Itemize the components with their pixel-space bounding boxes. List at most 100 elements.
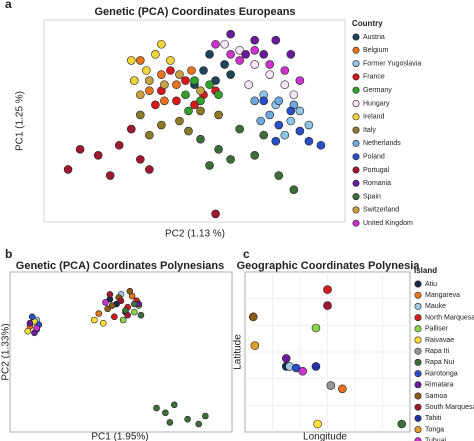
- point: [289, 90, 299, 100]
- point: [250, 45, 259, 55]
- point: [196, 86, 205, 95]
- point: [108, 302, 116, 309]
- legend-marker: [414, 291, 422, 299]
- point: [295, 126, 305, 136]
- legend-marker: [414, 325, 422, 333]
- point: [235, 124, 244, 134]
- legend-marker: [414, 358, 422, 366]
- legend-title: Island: [414, 266, 437, 275]
- point: [280, 66, 290, 75]
- point: [397, 419, 407, 429]
- point: [316, 140, 326, 150]
- point: [117, 297, 125, 305]
- point: [166, 419, 174, 426]
- point: [126, 56, 136, 65]
- point: [162, 409, 169, 417]
- point: [248, 312, 258, 322]
- point: [211, 76, 220, 85]
- point: [187, 66, 196, 75]
- point: [323, 285, 332, 294]
- point: [93, 151, 103, 160]
- point: [119, 316, 127, 324]
- point: [259, 96, 269, 106]
- legend-label: Portugal: [363, 167, 390, 174]
- point: [295, 106, 305, 116]
- legend-label: Italy: [363, 127, 376, 134]
- point: [145, 76, 154, 85]
- y-axis-label: PC2 (1.33%): [1, 323, 12, 380]
- legend-title: Country: [352, 19, 383, 28]
- point: [151, 50, 160, 59]
- point: [104, 305, 111, 313]
- point: [274, 120, 284, 130]
- legend-marker: [352, 153, 360, 161]
- legend-marker: [352, 206, 360, 214]
- point: [175, 116, 184, 126]
- legend-label: Tonga: [425, 426, 444, 433]
- legend-label: Spain: [363, 193, 381, 200]
- point: [196, 96, 205, 106]
- legend-marker: [414, 302, 422, 310]
- point: [298, 366, 308, 376]
- legend-marker: [352, 113, 360, 121]
- point: [250, 341, 260, 350]
- point: [250, 35, 259, 45]
- point: [175, 70, 184, 79]
- legend-label: Raivavae: [425, 337, 454, 344]
- point: [281, 354, 291, 363]
- legend-marker: [414, 381, 422, 389]
- legend-label: United Kingdom: [363, 220, 413, 227]
- point: [250, 151, 259, 160]
- panel-label: a: [5, 0, 12, 11]
- point: [311, 362, 321, 371]
- legend-marker: [414, 437, 422, 441]
- legend-marker: [352, 33, 360, 41]
- point: [105, 171, 115, 180]
- chart-title: Genetic (PCA) Coordinates Polynesians: [16, 260, 224, 272]
- point: [259, 130, 269, 140]
- point: [304, 120, 314, 130]
- point: [160, 96, 169, 106]
- point: [205, 80, 214, 89]
- legend-label: Netherlands: [363, 140, 401, 147]
- point: [226, 29, 235, 39]
- legend-label: Atiu: [425, 281, 437, 288]
- legend-marker: [352, 60, 360, 68]
- y-axis-label: Latitude: [233, 334, 244, 370]
- point: [106, 291, 114, 298]
- point: [274, 171, 284, 180]
- point: [126, 287, 134, 295]
- point: [196, 134, 205, 144]
- legend-label: Tahiti: [425, 415, 442, 422]
- point: [226, 155, 235, 164]
- point: [95, 310, 103, 317]
- legend-marker: [414, 392, 422, 400]
- legend-label: Rarotonga: [425, 370, 458, 377]
- chart-title: Geographic Coordinates Polynesia: [237, 260, 421, 272]
- legend-marker: [414, 414, 422, 422]
- point: [304, 136, 314, 146]
- legend-label: Rapa Iti: [425, 348, 450, 355]
- legend-marker: [414, 314, 422, 322]
- legend-label: Samoa: [425, 393, 447, 400]
- legend-marker: [352, 46, 360, 54]
- legend-label: South Marquesas: [425, 404, 474, 411]
- point: [199, 66, 208, 75]
- point: [151, 100, 160, 110]
- y-axis-label: PC1 (1.25 %): [15, 91, 26, 151]
- point: [295, 76, 305, 85]
- point: [235, 45, 244, 55]
- point: [91, 316, 98, 324]
- point: [220, 39, 229, 49]
- point: [244, 80, 253, 89]
- point: [313, 419, 322, 429]
- point: [250, 60, 259, 69]
- point: [145, 130, 154, 140]
- legend-marker: [352, 86, 360, 94]
- point: [323, 301, 332, 310]
- point: [214, 90, 223, 100]
- point: [136, 90, 145, 100]
- legend-label: Romania: [363, 180, 391, 187]
- point: [280, 80, 290, 89]
- point: [157, 120, 166, 130]
